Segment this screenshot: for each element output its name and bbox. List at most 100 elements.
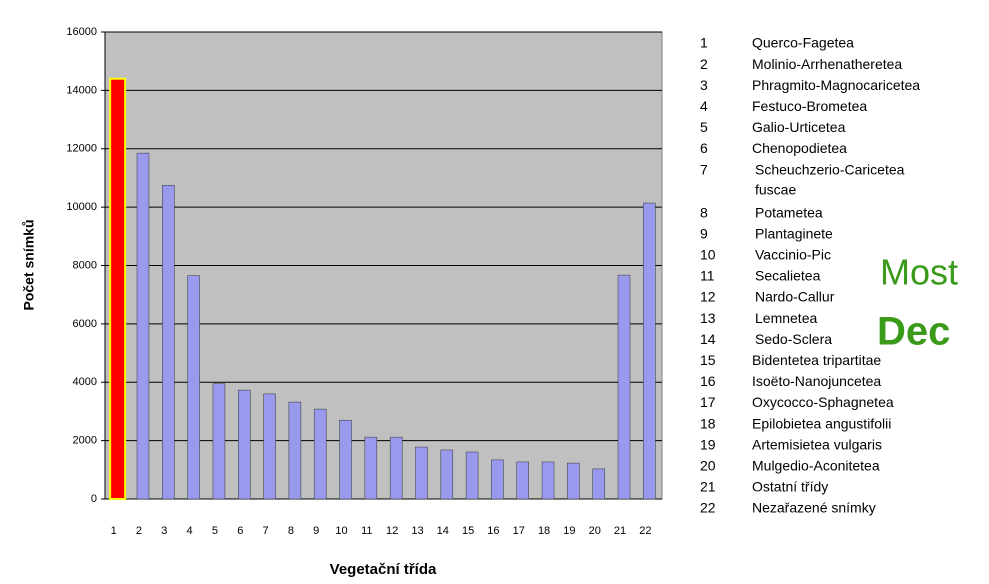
legend-name: Festuco-Brometea: [752, 98, 867, 114]
x-tick-label: 18: [538, 525, 550, 537]
bar: [212, 383, 226, 500]
bar: [440, 449, 454, 500]
bar: [592, 468, 605, 500]
legend-name: Bidentetea tripartitae: [752, 352, 881, 368]
y-tick-label: 12000: [66, 143, 97, 155]
bar: [238, 389, 251, 500]
x-tick-label: 8: [288, 525, 294, 537]
legend-number: 18: [700, 415, 716, 431]
y-tick-label: 16000: [66, 26, 97, 38]
legend-number: 22: [700, 500, 716, 516]
bar: [313, 408, 327, 500]
bar: [109, 77, 127, 500]
legend-number: 20: [700, 458, 716, 474]
bar: [339, 419, 352, 500]
x-tick-label: 15: [462, 525, 474, 537]
overlay-text: Dec: [877, 310, 950, 354]
legend-number: 11: [700, 268, 715, 284]
x-tick-label: 14: [437, 525, 449, 537]
legend-number: 21: [700, 479, 716, 495]
x-tick-label: 11: [361, 525, 372, 537]
y-axis-label: Počet snímků: [21, 219, 37, 310]
bar: [187, 275, 200, 500]
overlay-text: Most: [880, 252, 958, 293]
legend-number: 12: [700, 289, 716, 305]
legend-number: 1: [700, 35, 708, 51]
legend-name: Scheuchzerio-Caricetea: [755, 161, 905, 177]
bar: [136, 152, 150, 500]
y-tick-label: 4000: [73, 376, 97, 388]
bar: [389, 436, 403, 500]
bar: [263, 393, 276, 500]
legend-name: Molinio-Arrhenatheretea: [752, 56, 902, 72]
legend-name: Secalietea: [755, 268, 821, 284]
legend-name: Lemnetea: [755, 310, 817, 326]
legend-number: 17: [700, 394, 716, 410]
bar: [491, 459, 504, 500]
x-tick-label: 6: [237, 525, 243, 537]
legend-number: 3: [700, 77, 708, 93]
x-tick-label: 13: [411, 525, 423, 537]
legend-number: 16: [700, 373, 716, 389]
legend-number: 4: [700, 98, 708, 114]
y-tick-label: 14000: [66, 84, 97, 96]
x-tick-label: 22: [639, 525, 651, 537]
x-tick-label: 16: [487, 525, 499, 537]
legend-number: 14: [700, 331, 716, 347]
legend-name: Mulgedio-Aconitetea: [752, 458, 880, 474]
legend-number: 7: [700, 161, 708, 177]
legend-name: Nezařazené snímky: [752, 500, 876, 516]
x-tick-label: 20: [589, 525, 601, 537]
legend-name: Ostatní třídy: [752, 479, 828, 495]
bar: [415, 446, 428, 500]
x-tick-label: 17: [513, 525, 525, 537]
legend-name: Epilobietea angustifolii: [752, 415, 891, 431]
legend-name: Oxycocco-Sphagnetea: [752, 394, 894, 410]
legend-number: 19: [700, 436, 716, 452]
legend-name: Artemisietea vulgaris: [752, 436, 882, 452]
x-tick-label: 4: [187, 525, 193, 537]
legend-number: 5: [700, 119, 708, 135]
legend-name: Potametea: [755, 204, 823, 220]
legend-number: 13: [700, 310, 716, 326]
legend-name: Chenopodietea: [752, 140, 847, 156]
bar: [541, 461, 555, 500]
x-tick-label: 21: [614, 525, 626, 537]
x-tick-label: 1: [111, 525, 117, 537]
bar: [162, 184, 175, 500]
y-tick-label: 2000: [73, 435, 97, 447]
legend-name: Phragmito-Magnocaricetea: [752, 77, 920, 93]
legend-name: Plantaginete: [755, 225, 833, 241]
x-tick-label: 2: [136, 525, 142, 537]
bar: [465, 451, 479, 500]
y-tick-label: 6000: [73, 318, 97, 330]
x-tick-label: 12: [386, 525, 398, 537]
legend-name: fuscae: [755, 181, 796, 197]
x-tick-label: 3: [161, 525, 167, 537]
legend-number: 8: [700, 204, 708, 220]
legend-name: Galio-Urticetea: [752, 119, 846, 135]
legend-name: Sedo-Sclera: [755, 331, 832, 347]
legend-number: 6: [700, 140, 708, 156]
legend-name: Nardo-Callur: [755, 289, 835, 305]
bar: [364, 436, 378, 500]
y-tick-label: 8000: [73, 259, 97, 271]
legend-number: 10: [700, 247, 716, 263]
x-tick-label: 19: [563, 525, 575, 537]
x-tick-label: 5: [212, 525, 218, 537]
legend-number: 15: [700, 352, 716, 368]
bar: [643, 202, 656, 500]
x-tick-label: 10: [335, 525, 347, 537]
x-tick-label: 7: [263, 525, 269, 537]
y-tick-label: 0: [91, 493, 97, 505]
legend-name: Isoëto-Nanojuncetea: [752, 373, 881, 389]
y-tick-label: 10000: [66, 201, 97, 213]
legend-number: 9: [700, 225, 708, 241]
bar: [288, 401, 302, 500]
bar: [567, 462, 580, 500]
x-axis-label: Vegetační třída: [330, 561, 437, 578]
legend-name: Querco-Fagetea: [752, 35, 854, 51]
x-tick-label: 9: [313, 525, 319, 537]
legend-name: Vaccinio-Pic: [755, 247, 831, 263]
bar: [516, 461, 529, 500]
